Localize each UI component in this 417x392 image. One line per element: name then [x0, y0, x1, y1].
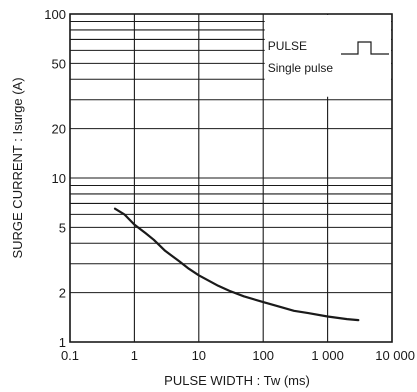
legend-label-pulse: PULSE: [268, 39, 307, 53]
plot-frame: [69, 13, 393, 343]
y-tick-labels: 1 2 5 10 20 50 100: [44, 7, 66, 350]
y-tick-label: 100: [44, 7, 66, 22]
series-group: [113, 207, 360, 322]
y-tick-label: 10: [52, 171, 66, 186]
x-tick-label: 1 000: [311, 348, 344, 363]
x-tick-label: 10: [192, 348, 206, 363]
series-line: [113, 207, 360, 322]
x-tick-labels: 0.1 1 10 100 1 000 10 000: [61, 348, 415, 363]
y-tick-label: 20: [52, 122, 66, 137]
y-axis-title: SURGE CURRENT : Isurge (A): [10, 77, 25, 258]
pulse-waveform-icon: [341, 41, 389, 55]
x-tick-label: 1: [131, 348, 138, 363]
y-tick-label: 1: [59, 335, 66, 350]
y-tick-label: 50: [52, 56, 66, 71]
legend-box: [264, 15, 391, 97]
x-tick-label: 10 000: [375, 348, 415, 363]
y-tick-label: 2: [59, 286, 66, 301]
x-tick-label: 100: [252, 348, 274, 363]
legend-label-single-pulse: Single pulse: [268, 61, 334, 75]
y-tick-label: 5: [59, 220, 66, 235]
x-tick-label: 0.1: [61, 348, 79, 363]
x-axis-title: PULSE WIDTH : Tw (ms): [164, 373, 310, 388]
